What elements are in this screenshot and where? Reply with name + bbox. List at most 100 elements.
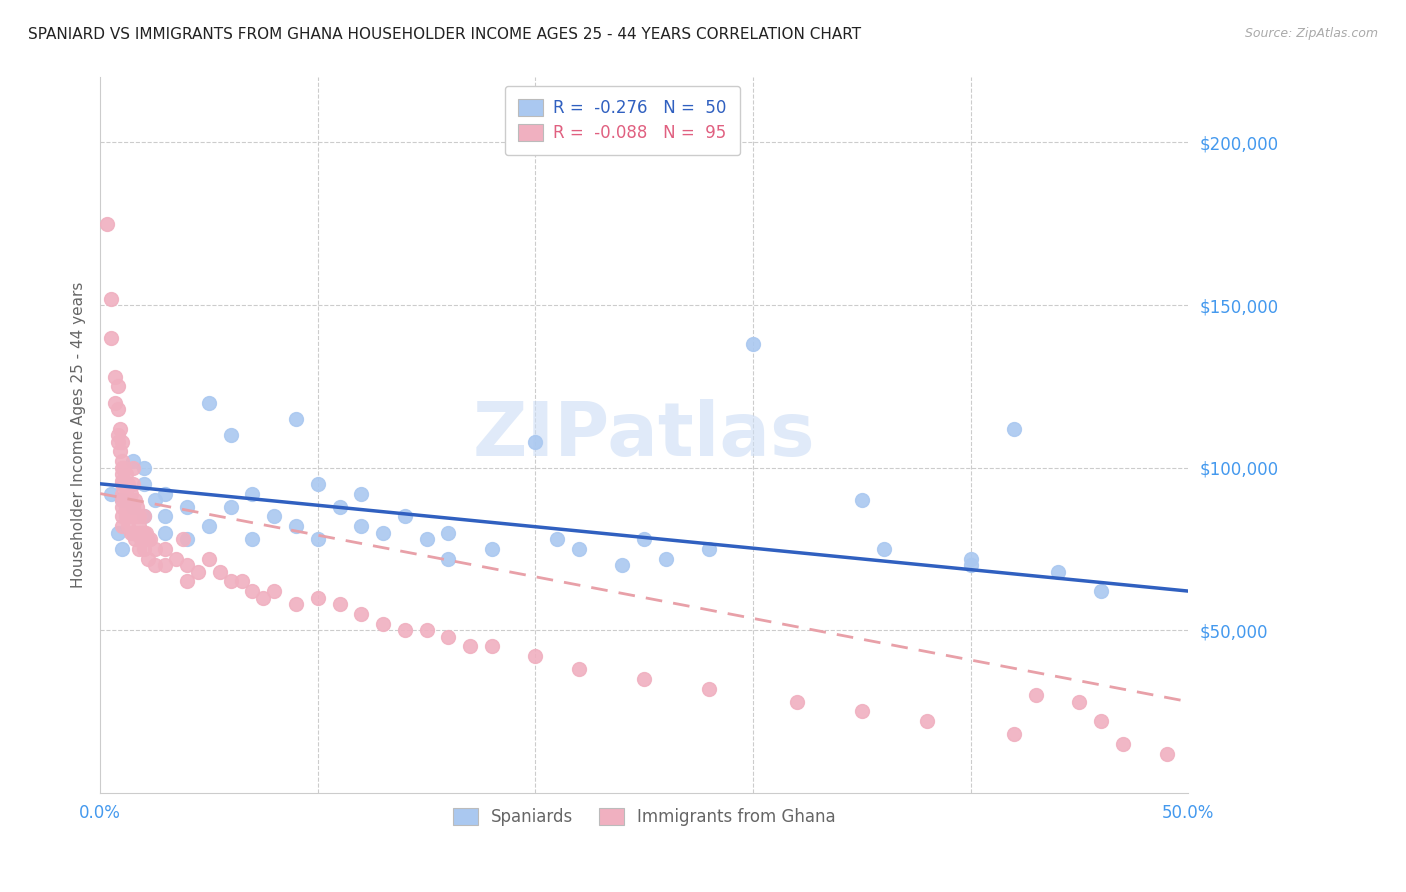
Point <box>242 584 264 599</box>
Point <box>285 411 308 425</box>
Point <box>307 476 329 491</box>
Point <box>350 607 373 621</box>
Point <box>120 509 142 524</box>
Point <box>219 574 242 589</box>
Point <box>131 532 153 546</box>
Point <box>568 662 591 676</box>
Point <box>176 532 198 546</box>
Point <box>633 532 655 546</box>
Point <box>307 591 329 605</box>
Point <box>1002 421 1025 435</box>
Point <box>143 558 166 573</box>
Point <box>127 500 149 514</box>
Point <box>111 493 134 508</box>
Point <box>127 525 149 540</box>
Point <box>437 551 460 566</box>
Point <box>851 493 873 508</box>
Point <box>1046 565 1069 579</box>
Point <box>111 500 134 514</box>
Point <box>132 509 155 524</box>
Point <box>155 558 177 573</box>
Point <box>176 558 198 573</box>
Point <box>128 509 150 524</box>
Point <box>117 476 139 491</box>
Point <box>121 500 143 514</box>
Point <box>121 476 143 491</box>
Point <box>155 486 177 500</box>
Text: ZIPatlas: ZIPatlas <box>472 399 815 472</box>
Point <box>107 434 129 449</box>
Point <box>285 519 308 533</box>
Point <box>612 558 634 573</box>
Point <box>328 500 350 514</box>
Point <box>176 574 198 589</box>
Point <box>124 532 146 546</box>
Point <box>107 525 129 540</box>
Point <box>96 217 118 231</box>
Point <box>117 493 139 508</box>
Point <box>117 509 139 524</box>
Point <box>699 541 721 556</box>
Point <box>120 525 142 540</box>
Point <box>132 509 155 524</box>
Point <box>231 574 253 589</box>
Y-axis label: Householder Income Ages 25 - 44 years: Householder Income Ages 25 - 44 years <box>72 282 86 588</box>
Point <box>1069 695 1091 709</box>
Point <box>187 565 209 579</box>
Point <box>111 541 134 556</box>
Point <box>104 369 127 384</box>
Point <box>328 597 350 611</box>
Point <box>117 519 139 533</box>
Point <box>111 460 134 475</box>
Point <box>108 421 131 435</box>
Point <box>568 541 591 556</box>
Point <box>699 681 721 696</box>
Point <box>633 672 655 686</box>
Point <box>263 509 285 524</box>
Point <box>1025 688 1047 702</box>
Point <box>111 454 134 468</box>
Point <box>285 597 308 611</box>
Point <box>121 500 143 514</box>
Point <box>112 460 135 475</box>
Point <box>111 486 134 500</box>
Point <box>132 460 155 475</box>
Point <box>121 525 143 540</box>
Point <box>263 584 285 599</box>
Point <box>104 395 127 409</box>
Point <box>111 476 134 491</box>
Point <box>136 532 159 546</box>
Point <box>219 500 242 514</box>
Point <box>124 493 146 508</box>
Point <box>115 486 138 500</box>
Point <box>437 525 460 540</box>
Point <box>350 519 373 533</box>
Point <box>415 532 437 546</box>
Point <box>128 519 150 533</box>
Point <box>108 444 131 458</box>
Point <box>242 532 264 546</box>
Point <box>115 500 138 514</box>
Point <box>155 509 177 524</box>
Point <box>121 460 143 475</box>
Point <box>132 476 155 491</box>
Point <box>139 532 162 546</box>
Point <box>1156 747 1178 761</box>
Point <box>115 467 138 481</box>
Point <box>198 395 221 409</box>
Point <box>100 330 122 344</box>
Point <box>143 493 166 508</box>
Point <box>655 551 678 566</box>
Point <box>143 541 166 556</box>
Point <box>742 337 765 351</box>
Point <box>546 532 568 546</box>
Point <box>437 630 460 644</box>
Point <box>111 467 134 481</box>
Point <box>198 551 221 566</box>
Point <box>959 558 981 573</box>
Point <box>959 551 981 566</box>
Point <box>1090 714 1112 728</box>
Point <box>394 623 416 637</box>
Point <box>394 509 416 524</box>
Point <box>458 640 481 654</box>
